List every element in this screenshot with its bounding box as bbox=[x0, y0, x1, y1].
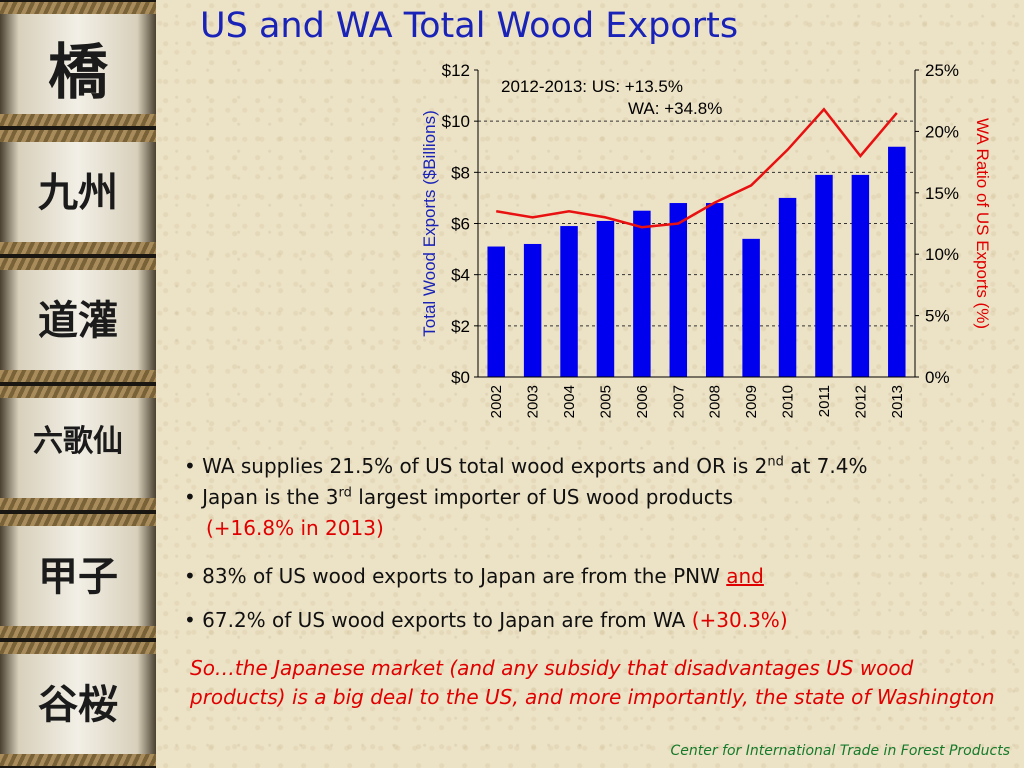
y-axis-title: Total Wood Exports ($Billions) bbox=[420, 110, 439, 336]
x-tick-label: 2011 bbox=[816, 385, 833, 417]
bar bbox=[596, 220, 615, 377]
bullet-2-note: (+16.8% in 2013) bbox=[206, 516, 384, 540]
x-tick-label: 2002 bbox=[488, 385, 505, 418]
wa-ratio-line bbox=[496, 107, 898, 229]
y2-tick-label: 0% bbox=[925, 368, 950, 387]
barrel-image: 橋 bbox=[0, 2, 156, 126]
x-tick-label: 2010 bbox=[780, 385, 797, 418]
x-tick-label: 2004 bbox=[561, 385, 578, 418]
bar bbox=[487, 246, 505, 377]
bar bbox=[851, 174, 870, 377]
barrel-image: 六歌仙 bbox=[0, 386, 156, 510]
barrel-label: 甲子 bbox=[38, 553, 118, 600]
slide-title: US and WA Total Wood Exports bbox=[200, 6, 739, 46]
exports-chart: $0 $2 $4 $6 $8 $10 $12 0% 5% 10% 15% 20% 25% 2002 2003… bbox=[420, 61, 992, 418]
barrel-image: 谷桜 bbox=[0, 642, 156, 766]
x-tick-label: 2006 bbox=[634, 385, 651, 418]
bar bbox=[669, 203, 688, 377]
y-tick-label: $2 bbox=[451, 317, 470, 336]
annotation-line-1: 2012-2013: US: +13.5% bbox=[501, 77, 683, 96]
bar bbox=[633, 210, 651, 377]
y2-tick-label: 20% bbox=[925, 122, 959, 141]
x-tick-label: 2012 bbox=[852, 385, 869, 418]
y-tick-label: $10 bbox=[442, 112, 470, 131]
x-tick-label: 2005 bbox=[597, 385, 614, 418]
annotation-line-2: WA: +34.8% bbox=[628, 99, 722, 118]
x-tick-label: 2008 bbox=[707, 385, 724, 418]
barrel-label: 六歌仙 bbox=[33, 424, 123, 459]
x-tick-label: 2007 bbox=[670, 385, 687, 418]
bullet-4: • 67.2% of US wood exports to Japan are … bbox=[184, 608, 788, 632]
closing-statement: So…the Japanese market (and any subsidy … bbox=[190, 656, 995, 709]
barrel-image: 甲子 bbox=[0, 514, 156, 638]
bar bbox=[560, 226, 578, 377]
y-tick-label: $12 bbox=[442, 61, 470, 80]
barrel-image: 九州 bbox=[0, 130, 156, 254]
barrel-label: 谷桜 bbox=[38, 681, 118, 728]
x-tick-label: 2003 bbox=[525, 385, 542, 418]
bullet-3: • 83% of US wood exports to Japan are fr… bbox=[184, 564, 764, 588]
y2-tick-label: 5% bbox=[925, 307, 950, 326]
bar bbox=[742, 238, 760, 377]
y2-axis-title: WA Ratio of US Exports (%) bbox=[973, 118, 992, 329]
bullet-1: • WA supplies 21.5% of US total wood exp… bbox=[184, 454, 868, 478]
y-tick-label: $4 bbox=[451, 266, 470, 285]
bar bbox=[888, 146, 906, 377]
y-tick-label: $0 bbox=[451, 368, 470, 387]
y-tick-label: $6 bbox=[451, 215, 470, 234]
footer-credit: Center for International Trade in Forest… bbox=[670, 743, 1010, 759]
barrel-strip: 橋九州道灌六歌仙甲子谷桜 bbox=[0, 0, 156, 768]
bar bbox=[778, 197, 797, 377]
barrel-image: 道灌 bbox=[0, 258, 156, 382]
y-tick-label: $8 bbox=[451, 163, 470, 182]
barrel-label: 橋 bbox=[48, 38, 108, 108]
barrel-label: 道灌 bbox=[38, 297, 118, 344]
x-tick-label: 2009 bbox=[743, 385, 760, 418]
barrel-label: 九州 bbox=[38, 169, 118, 216]
y2-tick-label: 10% bbox=[925, 245, 959, 264]
bar bbox=[705, 203, 724, 377]
y2-tick-label: 25% bbox=[925, 61, 959, 80]
bar bbox=[815, 174, 833, 377]
bar bbox=[523, 243, 542, 377]
bullet-2: • Japan is the 3rd largest importer of U… bbox=[184, 485, 734, 509]
y2-tick-label: 15% bbox=[925, 184, 959, 203]
x-tick-label: 2013 bbox=[889, 385, 906, 418]
